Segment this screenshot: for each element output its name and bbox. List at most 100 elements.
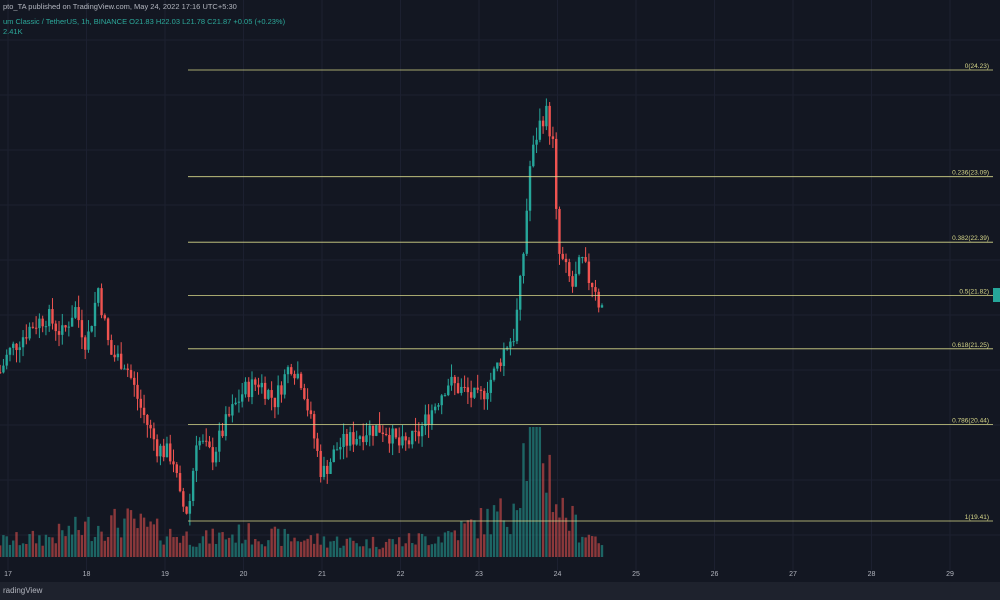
volume-bar — [106, 537, 110, 557]
candle-body — [489, 379, 492, 393]
volume-bar — [250, 544, 254, 557]
candle-body — [211, 447, 214, 463]
candle-body — [159, 445, 162, 457]
candle-body — [0, 372, 2, 374]
candle-body — [600, 305, 604, 308]
time-axis-tick-label: 17 — [4, 571, 12, 578]
candle-body — [561, 253, 564, 259]
candle-body — [152, 428, 156, 440]
candle-body — [362, 436, 365, 443]
volume-bar — [358, 546, 362, 557]
candle-body — [581, 257, 584, 259]
candle-body — [149, 424, 152, 429]
published-info: pto_TA published on TradingView.com, May… — [3, 2, 237, 11]
candle-body — [479, 389, 483, 391]
volume-bar — [447, 530, 450, 557]
time-axis-tick-label: 22 — [397, 571, 405, 578]
candle-body — [303, 388, 306, 399]
candle-body — [100, 288, 103, 316]
volume-bar — [568, 530, 571, 557]
candle-body — [381, 432, 385, 434]
volume-bar — [574, 514, 578, 557]
candle-body — [129, 369, 133, 378]
candle-body — [106, 318, 110, 341]
volume-bar — [296, 541, 299, 557]
volume-bar — [191, 546, 195, 557]
volume-bar — [414, 544, 417, 557]
volume-bar — [254, 539, 257, 557]
volume-bar — [388, 538, 391, 557]
candle-body — [322, 465, 326, 478]
candle-body — [358, 436, 362, 439]
volume-bar — [110, 515, 113, 557]
candle-body — [316, 438, 319, 451]
candle-body — [483, 390, 486, 400]
volume-bar — [41, 545, 44, 557]
volume-bar — [322, 536, 326, 557]
volume-bar — [525, 480, 528, 557]
candle-body — [110, 340, 113, 355]
volume-bar — [224, 539, 228, 557]
volume-bar — [522, 443, 525, 557]
candle-body — [545, 105, 548, 127]
volume-bar — [57, 523, 61, 557]
candle-body — [463, 386, 466, 388]
volume-bar — [211, 528, 214, 557]
volume-bar — [391, 539, 394, 557]
volume-bar — [590, 536, 594, 557]
volume-bar — [234, 542, 237, 557]
symbol-ohlc-legend[interactable]: um Classic / TetherUS, 1h, BINANCE O21.8… — [3, 17, 286, 26]
candle-body — [476, 387, 479, 390]
candle-body — [492, 368, 496, 380]
tradingview-logo[interactable]: radingView — [3, 586, 43, 595]
candle-body — [57, 331, 61, 335]
candle-body — [286, 367, 290, 375]
volume-bar — [227, 537, 231, 557]
volume-bar — [162, 544, 165, 557]
volume-bar — [218, 532, 221, 557]
fib-level-label: 0.236(23.09) — [952, 170, 989, 177]
volume-bar — [355, 543, 358, 557]
candle-body — [2, 365, 5, 373]
candle-body — [119, 353, 123, 369]
candle-body — [182, 491, 185, 507]
volume-bar — [473, 520, 476, 557]
volume-bar — [312, 543, 316, 557]
candle-body — [270, 390, 273, 398]
candle-body — [541, 120, 545, 127]
volume-bar — [532, 427, 535, 557]
candle-body — [577, 257, 581, 274]
candle-body — [247, 381, 250, 398]
volume-bar — [404, 543, 407, 557]
candle-body — [440, 395, 443, 406]
volume-bar — [263, 546, 267, 557]
candle-body — [460, 386, 463, 394]
volume-bar — [378, 549, 381, 557]
volume-bar — [299, 541, 303, 557]
volume-bar — [456, 540, 460, 557]
volume-bar — [587, 534, 591, 557]
candle-body — [430, 410, 434, 425]
volume-bar — [306, 538, 309, 557]
last-price-marker — [993, 288, 1000, 302]
candle-body — [133, 377, 136, 385]
volume-bar — [293, 537, 296, 557]
candle-body — [326, 465, 329, 474]
candle-body — [185, 506, 188, 514]
volume-bar — [159, 540, 162, 557]
candle-body — [267, 390, 270, 399]
candle-body — [551, 136, 555, 139]
candle-body — [224, 414, 228, 437]
volume-bar — [394, 544, 398, 557]
candle-body — [240, 394, 244, 402]
volume-bar — [384, 541, 388, 557]
candle-body — [515, 309, 519, 342]
candle-body — [332, 449, 335, 463]
candle-body — [250, 379, 254, 398]
fib-level-label: 0.786(20.44) — [952, 418, 989, 425]
volume-bar — [286, 533, 290, 557]
candle-body — [290, 367, 293, 374]
candle-body — [254, 379, 257, 385]
volume-bar — [326, 547, 329, 557]
